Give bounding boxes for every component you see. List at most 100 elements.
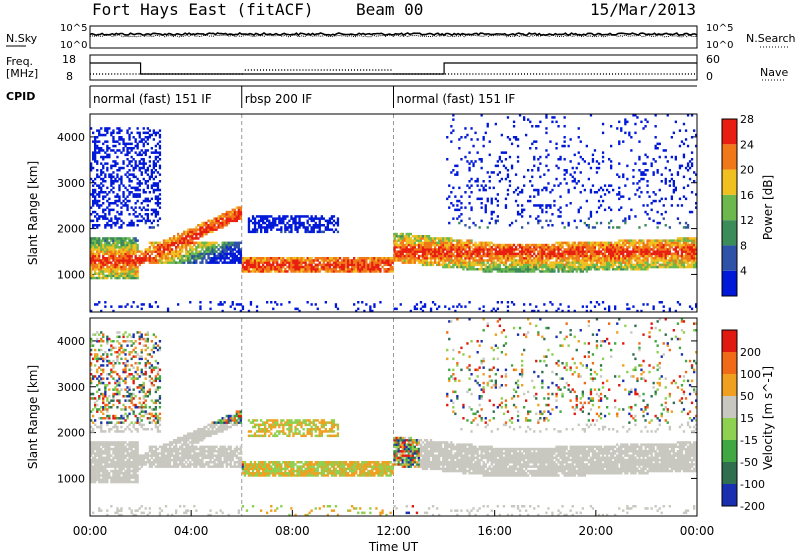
cell xyxy=(191,261,194,264)
cell xyxy=(110,188,113,192)
cell xyxy=(579,171,582,174)
cell xyxy=(427,241,431,245)
cell xyxy=(525,248,528,251)
cell xyxy=(138,162,141,165)
cell xyxy=(166,261,170,264)
cell xyxy=(260,259,263,262)
cell xyxy=(680,239,684,242)
cell xyxy=(606,254,609,258)
cell xyxy=(642,252,645,256)
cell xyxy=(450,237,453,240)
cell xyxy=(106,265,109,269)
cell xyxy=(646,259,649,262)
cell xyxy=(189,252,192,256)
cell xyxy=(187,235,190,238)
cell xyxy=(595,263,599,267)
cell xyxy=(589,268,593,271)
cell xyxy=(225,246,228,249)
cell xyxy=(120,206,123,209)
cell xyxy=(561,261,564,264)
cell xyxy=(674,241,677,245)
cell xyxy=(482,254,485,258)
cell xyxy=(114,254,117,258)
cell xyxy=(693,259,696,262)
cell xyxy=(207,224,210,227)
cell xyxy=(92,261,95,264)
cell xyxy=(464,224,467,227)
cell xyxy=(280,230,283,234)
cell xyxy=(136,127,139,130)
cell xyxy=(565,265,568,269)
cell xyxy=(690,257,694,260)
cell xyxy=(122,272,125,275)
cell xyxy=(104,248,107,251)
cell xyxy=(340,268,344,271)
cell xyxy=(146,219,149,223)
cell xyxy=(375,270,378,273)
cell xyxy=(516,210,520,214)
cell xyxy=(405,232,408,236)
cell xyxy=(158,147,162,150)
cell xyxy=(693,248,696,251)
cell xyxy=(446,263,449,267)
cell xyxy=(377,265,380,269)
cell xyxy=(634,268,637,271)
cell xyxy=(693,254,696,258)
cell xyxy=(110,270,113,273)
cell xyxy=(110,239,113,242)
cell xyxy=(353,261,356,264)
cell xyxy=(500,270,503,273)
cell xyxy=(150,133,153,137)
cell xyxy=(563,252,566,256)
cell xyxy=(612,265,615,269)
cell xyxy=(654,259,657,262)
cell xyxy=(516,193,520,196)
cell xyxy=(541,265,544,269)
cell xyxy=(177,254,180,258)
cell xyxy=(288,257,291,260)
cell xyxy=(237,210,240,214)
cell xyxy=(549,252,552,256)
cell xyxy=(545,261,548,264)
cpid-panel: normal (fast) 151 IF rbsp 200 IF normal (f… xyxy=(89,85,697,108)
cell xyxy=(181,232,184,236)
cell xyxy=(518,254,522,258)
cell xyxy=(150,171,153,174)
cell xyxy=(195,252,198,256)
cell xyxy=(201,246,204,249)
cell xyxy=(211,246,214,249)
cell xyxy=(110,268,113,271)
cell xyxy=(628,133,631,137)
cell xyxy=(304,270,307,273)
cell xyxy=(312,224,315,227)
cell xyxy=(597,248,601,251)
cell xyxy=(377,261,380,264)
cell xyxy=(616,243,619,247)
cell xyxy=(359,268,362,271)
cell xyxy=(193,259,196,262)
cell xyxy=(682,248,686,251)
cell xyxy=(373,268,376,271)
cell xyxy=(334,228,338,231)
cell xyxy=(656,252,659,256)
cell xyxy=(608,191,611,194)
cell xyxy=(98,186,101,190)
cell xyxy=(531,250,534,253)
cell xyxy=(94,272,97,275)
cell xyxy=(92,268,95,271)
cell xyxy=(118,252,121,256)
cell xyxy=(516,186,520,190)
cell xyxy=(539,206,542,209)
cell xyxy=(662,239,665,242)
cell xyxy=(614,241,617,245)
cell xyxy=(642,241,645,245)
cell xyxy=(622,254,625,258)
cell xyxy=(328,257,332,260)
cell xyxy=(549,263,552,267)
cell xyxy=(438,254,441,258)
cell xyxy=(314,303,317,306)
cell xyxy=(516,160,520,163)
cell xyxy=(601,259,605,262)
cell xyxy=(632,243,635,247)
cell xyxy=(138,257,141,260)
